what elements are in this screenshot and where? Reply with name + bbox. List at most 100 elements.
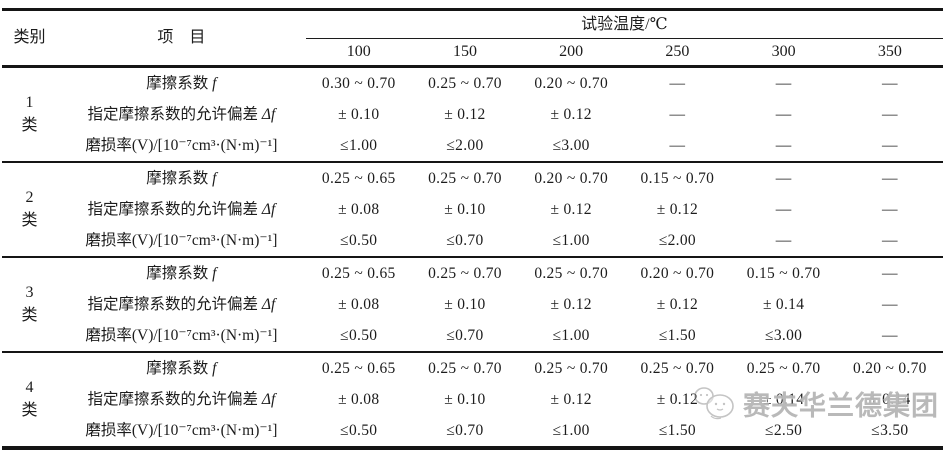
item-label-cell: 磨损率(V)/[10⁻⁷cm³·(N·m)⁻¹] — [57, 225, 306, 257]
temp-column-200: 200 — [518, 38, 625, 68]
value-cell: — — [881, 169, 898, 187]
value-cell: — — [669, 136, 686, 154]
item-label: 摩擦系数 — [146, 264, 209, 282]
value-cell: 0.20 ~ 0.70 — [853, 359, 927, 377]
value-cell: 0.25 ~ 0.65 — [321, 169, 396, 187]
item-label-symbol: f — [212, 74, 217, 92]
category-number: 4 — [25, 379, 34, 397]
value-cell: ± 0.08 — [338, 390, 380, 408]
value-cell: 0.20 ~ 0.70 — [534, 74, 609, 92]
value-cell: ≤0.50 — [340, 326, 378, 344]
value-cell: — — [881, 74, 898, 92]
item-label: 磨损率(V)/[10⁻⁷cm³·(N·m)⁻¹] — [85, 421, 278, 439]
item-label-cell: 摩擦系数 f — [57, 162, 306, 194]
value-cell: — — [775, 200, 792, 218]
value-cell: ± 0.10 — [444, 200, 486, 218]
value-cell: ± 0.10 — [444, 295, 486, 313]
value-cell: — — [775, 74, 792, 92]
value-cell: ≤2.00 — [658, 231, 696, 249]
value-cell: ± 0.14 — [869, 390, 911, 408]
table-header: 类别 项 目 试验温度/℃ 100 150 200 250 300 350 — [2, 9, 943, 68]
item-label: 指定摩擦系数的允许偏差 — [87, 390, 258, 408]
item-label: 摩擦系数 — [146, 74, 209, 92]
table-row: 2 类 摩擦系数 f 0.25 ~ 0.65 0.25 ~ 0.70 0.20 ~ 0.7… — [2, 162, 943, 229]
value-cell: ± 0.14 — [762, 295, 805, 313]
value-cell: — — [881, 264, 898, 282]
item-label-cell: 指定摩擦系数的允许偏差 Δf — [57, 384, 306, 415]
item-label-symbol: Δf — [261, 390, 276, 408]
item-label-symbol: Δf — [261, 105, 276, 123]
table-row: 磨损率(V)/[10⁻⁷cm³·(N·m)⁻¹] ≤0.50 ≤0.70 ≤1.00… — [2, 320, 943, 352]
value-cell: ≤0.70 — [446, 231, 484, 249]
item-label-cell: 磨损率(V)/[10⁻⁷cm³·(N·m)⁻¹] — [57, 415, 306, 448]
value-cell: 0.25 ~ 0.70 — [428, 359, 502, 377]
value-cell: ± 0.12 — [550, 105, 592, 123]
table-row: 3 类 摩擦系数 f 0.25 ~ 0.65 0.25 ~ 0.70 0.25 ~ 0.7… — [2, 257, 943, 324]
value-cell: 0.25 ~ 0.70 — [640, 359, 715, 377]
item-label-cell: 指定摩擦系数的允许偏差 Δf — [57, 99, 306, 130]
value-cell: — — [669, 105, 686, 123]
category-group-1: 1 类 摩擦系数 f 0.30 ~ 0.70 0.25 ~ 0.70 0.20 ~ 0.7… — [2, 67, 943, 163]
value-cell: ≤1.00 — [552, 421, 590, 439]
value-cell: ≤1.50 — [658, 421, 696, 439]
value-cell: ± 0.12 — [550, 200, 592, 218]
item-label-symbol: f — [212, 169, 217, 187]
table-row: 1 类 摩擦系数 f 0.30 ~ 0.70 0.25 ~ 0.70 0.20 ~ 0.7… — [2, 67, 943, 134]
table-row: 指定摩擦系数的允许偏差 Δf ± 0.08 ± 0.10 ± 0.12 ± 0.12 ± … — [2, 289, 943, 320]
value-cell: ≤1.00 — [552, 326, 590, 344]
item-label: 摩擦系数 — [146, 359, 209, 377]
temperature-subheader-row: 100 150 200 250 300 350 — [2, 38, 943, 68]
value-cell: ≤1.50 — [658, 326, 696, 344]
temp-column-250: 250 — [624, 38, 731, 68]
item-label: 指定摩擦系数的允许偏差 — [87, 295, 258, 313]
item-label-symbol: Δf — [261, 295, 276, 313]
value-cell: ± 0.12 — [550, 390, 592, 408]
category-suffix: 类 — [21, 306, 38, 324]
item-label-symbol: f — [212, 359, 217, 377]
value-cell: ± 0.08 — [338, 295, 380, 313]
column-header-test-temperature: 试验温度/℃ — [305, 9, 943, 39]
value-cell: ± 0.12 — [656, 390, 699, 408]
value-cell: ≤0.70 — [446, 421, 484, 439]
item-label-cell: 磨损率(V)/[10⁻⁷cm³·(N·m)⁻¹] — [57, 320, 306, 352]
value-cell: — — [881, 231, 898, 249]
value-cell: ± 0.10 — [444, 390, 486, 408]
item-label: 指定摩擦系数的允许偏差 — [87, 200, 258, 218]
category-group-3: 3 类摩擦系数 f 0.25 ~ 0.65 0.25 ~ 0.70 0.25 ~ 0.7… — [2, 257, 943, 352]
value-cell: 0.25 ~ 0.65 — [321, 264, 396, 282]
value-cell: — — [881, 295, 898, 313]
category-suffix: 类 — [21, 211, 38, 229]
value-cell: ± 0.12 — [656, 200, 699, 218]
temp-column-300: 300 — [730, 38, 837, 68]
category-group-2: 2 类摩擦系数 f 0.25 ~ 0.65 0.25 ~ 0.70 0.20 ~ 0.7… — [2, 162, 943, 257]
value-cell: ± 0.08 — [338, 200, 380, 218]
value-cell: ≤0.50 — [340, 231, 378, 249]
value-cell: 0.25 ~ 0.70 — [534, 264, 609, 282]
value-cell: ≤1.00 — [552, 231, 590, 249]
category-suffix: 类 — [21, 401, 38, 419]
item-label: 摩擦系数 — [146, 169, 209, 187]
value-cell: 0.30 ~ 0.70 — [321, 74, 396, 92]
category-group-4: 4 类摩擦系数 f 0.25 ~ 0.65 0.25 ~ 0.70 0.25 ~ 0.7… — [2, 352, 943, 448]
value-cell: ± 0.12 — [656, 295, 699, 313]
value-cell: ≤0.50 — [340, 421, 378, 439]
table-row: 4 类 摩擦系数 f 0.25 ~ 0.65 0.25 ~ 0.70 0.25 ~ 0.7… — [2, 352, 943, 419]
item-label: 磨损率(V)/[10⁻⁷cm³·(N·m)⁻¹] — [85, 231, 278, 249]
value-cell: 0.25 ~ 0.70 — [428, 264, 502, 282]
category-suffix: 类 — [21, 116, 38, 134]
value-cell: 0.25 ~ 0.70 — [428, 74, 502, 92]
category-number: 3 — [25, 284, 34, 302]
temp-column-150: 150 — [411, 38, 519, 68]
value-cell: — — [775, 231, 792, 249]
value-cell: — — [775, 136, 792, 154]
value-cell: ≤0.70 — [446, 326, 484, 344]
value-cell: — — [881, 105, 898, 123]
value-cell: ≤2.50 — [765, 421, 803, 439]
item-label: 磨损率(V)/[10⁻⁷cm³·(N·m)⁻¹] — [85, 326, 278, 344]
column-header-item: 项 目 — [57, 9, 306, 68]
value-cell: ≤3.00 — [552, 136, 590, 154]
